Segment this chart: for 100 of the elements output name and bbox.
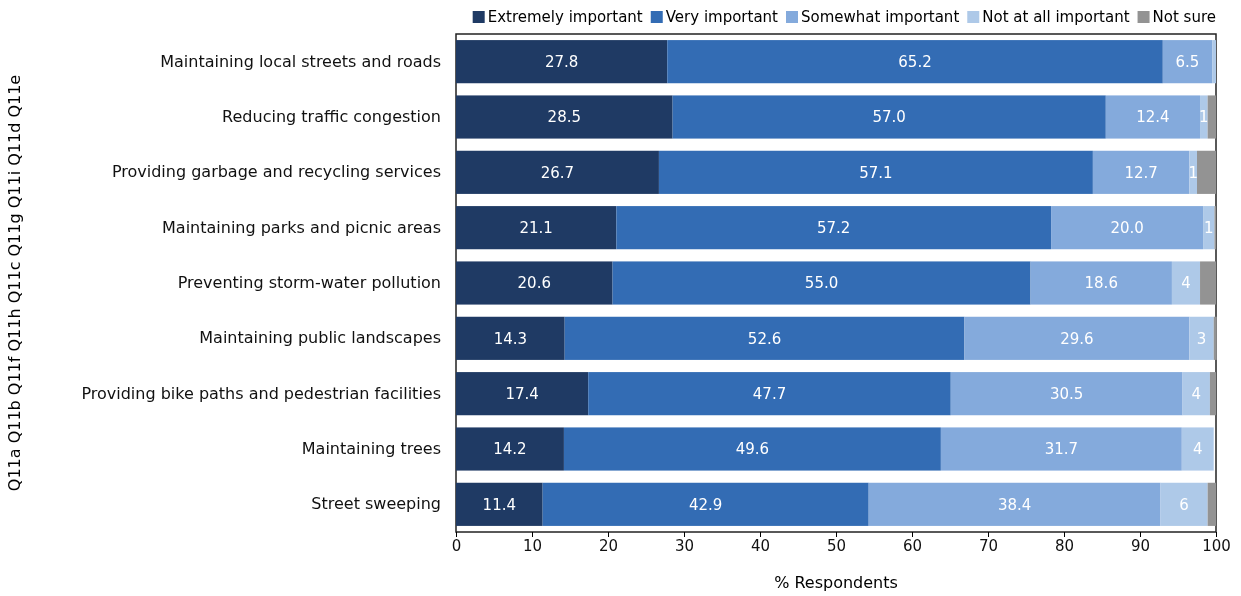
data-label: 65.2 xyxy=(898,52,932,71)
data-label: 14.3 xyxy=(493,329,528,348)
data-label: 1 xyxy=(1188,163,1198,182)
bar xyxy=(1189,150,1197,194)
y-tick-label: Maintaining parks and picnic areas xyxy=(162,217,441,237)
data-label: 49.6 xyxy=(735,440,770,459)
data-label: 55.0 xyxy=(804,274,839,293)
data-label: 42.9 xyxy=(688,495,723,514)
bar xyxy=(1181,427,1214,471)
x-tick-label: 70 xyxy=(978,536,999,555)
y-tick-label: Reducing traffic congestion xyxy=(222,107,441,127)
data-label: 28.5 xyxy=(547,108,581,127)
y-tick-label: Providing bike paths and pedestrian facilities xyxy=(81,383,441,403)
x-tick-label: 0 xyxy=(451,536,462,555)
data-label: 6.5 xyxy=(1175,52,1200,71)
bar xyxy=(1182,372,1210,416)
legend-label: Somewhat important xyxy=(801,8,960,26)
data-label: 31.7 xyxy=(1044,440,1079,459)
legend-label: Extremely important xyxy=(487,8,643,26)
x-tick-label: 30 xyxy=(674,536,695,555)
data-label: 11.4 xyxy=(482,495,517,514)
data-label: 30.5 xyxy=(1049,384,1084,403)
bar xyxy=(1207,95,1216,139)
bar xyxy=(542,482,869,526)
bar xyxy=(1030,261,1172,305)
x-tick-label: 100 xyxy=(1202,536,1231,555)
y-tick-label: Street sweeping xyxy=(311,494,441,514)
bar xyxy=(456,316,565,360)
data-label: 26.7 xyxy=(540,163,575,182)
bar xyxy=(563,427,941,471)
data-label: 3 xyxy=(1196,329,1207,348)
y-tick-label: Providing garbage and recycling services xyxy=(111,162,441,182)
bar xyxy=(1209,372,1216,416)
x-tick-label: 90 xyxy=(1130,536,1151,555)
legend-label: Not sure xyxy=(1152,8,1216,26)
bar xyxy=(1197,150,1216,194)
bar xyxy=(1051,206,1204,250)
data-label: 38.4 xyxy=(997,495,1032,514)
data-label: 17.4 xyxy=(505,384,539,403)
bar xyxy=(658,150,1093,194)
x-tick-label: 50 xyxy=(826,536,847,555)
y-tick-label: Maintaining local streets and roads xyxy=(160,51,441,71)
bar xyxy=(950,372,1183,416)
x-axis-title: % Respondents xyxy=(774,573,898,592)
data-label: 12.7 xyxy=(1124,163,1158,182)
legend-label: Very important xyxy=(665,8,779,26)
x-tick-label: 40 xyxy=(750,536,771,555)
data-label: 29.6 xyxy=(1060,329,1094,348)
bar xyxy=(456,206,617,250)
bar xyxy=(1212,40,1216,84)
bar xyxy=(1200,95,1208,139)
bar xyxy=(456,427,564,471)
data-label: 4 xyxy=(1181,274,1191,293)
bar xyxy=(564,316,965,360)
x-tick-label: 20 xyxy=(598,536,619,555)
x-tick-label: 10 xyxy=(522,536,543,555)
data-label: 57.2 xyxy=(817,218,851,237)
bar xyxy=(588,372,951,416)
bar xyxy=(1213,316,1217,360)
bar xyxy=(1105,95,1201,139)
data-label: 57.0 xyxy=(872,108,906,127)
data-label: 27.8 xyxy=(544,52,579,71)
data-label: 57.1 xyxy=(859,163,893,182)
data-label: 4 xyxy=(1191,384,1202,403)
data-label: 12.4 xyxy=(1136,108,1170,127)
bar xyxy=(456,261,613,305)
y-tick-label: Preventing storm-water pollution xyxy=(177,273,441,293)
y-tick-label: Maintaining trees xyxy=(301,439,441,459)
bar xyxy=(456,95,673,139)
bar xyxy=(672,95,1106,139)
bar xyxy=(456,372,589,416)
bar xyxy=(612,261,1031,305)
bar xyxy=(616,206,1052,250)
data-label: 1 xyxy=(1204,218,1214,237)
y-axis-title: Q11a Q11b Q11f Q11h Q11c Q11g Q11i Q11d Q11e xyxy=(5,74,24,492)
bar xyxy=(456,150,659,194)
bar xyxy=(1200,261,1216,305)
bar xyxy=(1160,482,1208,526)
bar xyxy=(940,427,1182,471)
data-label: 20.0 xyxy=(1110,218,1144,237)
bar xyxy=(1207,482,1216,526)
y-tick-label: Maintaining public landscapes xyxy=(199,328,441,348)
bar xyxy=(1092,150,1190,194)
bar xyxy=(1171,261,1201,305)
bar xyxy=(456,40,668,84)
data-label: 6 xyxy=(1179,495,1189,514)
data-label: 21.1 xyxy=(519,218,553,237)
data-label: 18.6 xyxy=(1084,274,1118,293)
data-label: 1 xyxy=(1199,108,1209,127)
data-label: 47.7 xyxy=(752,384,787,403)
bar xyxy=(456,482,543,526)
bar xyxy=(868,482,1161,526)
x-tick-label: 80 xyxy=(1054,536,1075,555)
legend-label: Not at all important xyxy=(982,8,1130,26)
x-tick-label: 60 xyxy=(902,536,923,555)
bar xyxy=(667,40,1163,84)
bar xyxy=(1162,40,1213,84)
bar xyxy=(1189,316,1214,360)
data-label: 52.6 xyxy=(747,329,782,348)
data-label: 4 xyxy=(1192,440,1203,459)
